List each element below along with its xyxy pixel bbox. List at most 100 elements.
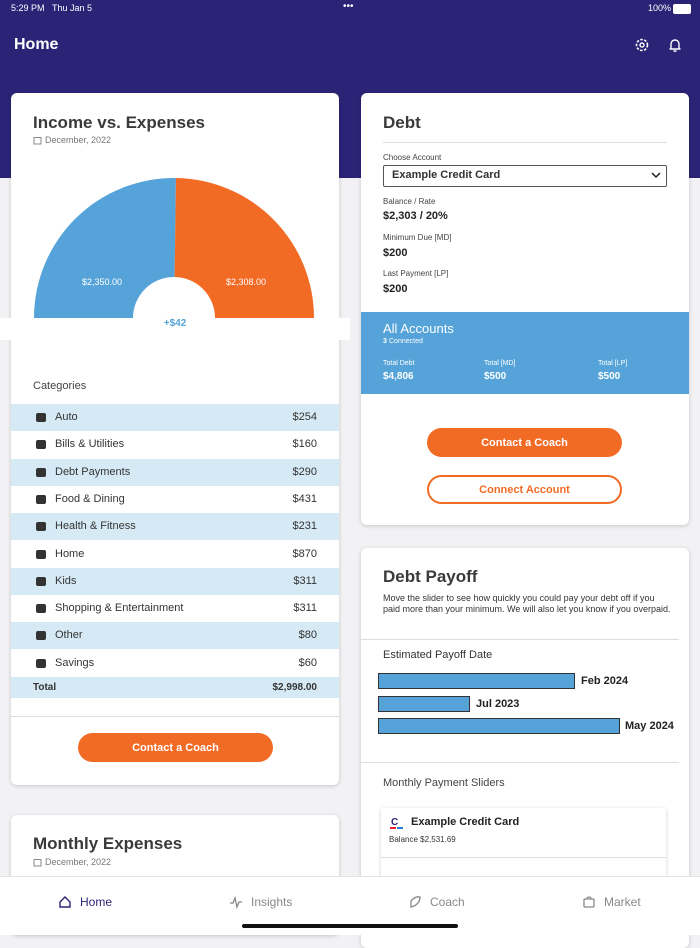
category-icon: [36, 494, 46, 504]
account-balance: Balance $2,531.69: [389, 835, 456, 844]
contact-coach-button[interactable]: Contact a Coach: [427, 428, 622, 457]
tab-insights[interactable]: Insights: [229, 895, 292, 909]
payoff-date: May 2024: [625, 720, 674, 732]
payoff-bar: [378, 696, 470, 712]
field-label: Last Payment [LP]: [383, 269, 449, 278]
account-count: 3: [383, 338, 387, 345]
svg-text:C: C: [391, 817, 398, 828]
notification-icon[interactable]: [667, 37, 683, 53]
all-accounts-title: All Accounts: [383, 321, 454, 336]
tab-coach[interactable]: Coach: [408, 895, 465, 909]
chart-segment: [34, 178, 176, 318]
category-amount: $80: [298, 629, 317, 642]
field-label: Minimum Due [MD]: [383, 233, 452, 242]
total-label: Total [LP]: [598, 360, 628, 367]
card-date: December, 2022: [45, 135, 112, 145]
card-date: December, 2022: [45, 857, 112, 867]
category-name: Debt Payments: [55, 465, 131, 478]
category-name: Other: [55, 629, 83, 642]
payoff-bar: [378, 718, 620, 734]
account-count-label: Connected: [389, 338, 423, 345]
segment-label: $2,308.00: [226, 277, 266, 287]
category-amount: $431: [292, 492, 317, 505]
card-title: Monthly Expenses: [33, 834, 183, 853]
category-row: [11, 595, 339, 623]
category-amount: $231: [292, 520, 317, 533]
divider: [361, 762, 679, 763]
all-accounts-panel: [361, 312, 689, 394]
contact-coach-button[interactable]: Contact a Coach: [78, 733, 273, 762]
card-title: Debt: [383, 113, 421, 132]
category-icon: [36, 576, 46, 586]
home-indicator: [242, 924, 458, 928]
chart-segment: [174, 178, 314, 318]
status-dots: •••: [343, 1, 354, 12]
category-icon: [36, 413, 46, 422]
settings-icon[interactable]: [634, 37, 650, 53]
calendar-icon: [33, 859, 42, 867]
category-row: [11, 404, 339, 431]
category-amount: $160: [292, 438, 317, 451]
coach-icon: [410, 896, 421, 908]
divider: [361, 639, 679, 640]
total-amount: $2,998.00: [272, 682, 318, 693]
category-icon: [36, 631, 46, 641]
total-value: $500: [484, 371, 507, 382]
category-row: [11, 540, 339, 568]
category-row: [11, 622, 339, 650]
category-name: Home: [55, 547, 85, 560]
field-label: Choose Account: [383, 153, 442, 162]
category-name: Savings: [55, 656, 95, 669]
category-amount: $870: [292, 547, 317, 560]
tab-home[interactable]: Home: [58, 895, 112, 909]
categories-label: Categories: [33, 380, 87, 392]
tab-label[interactable]: Home: [80, 895, 113, 909]
account-select[interactable]: [383, 165, 667, 187]
section-label: Monthly Payment Sliders: [383, 777, 505, 789]
insights-icon: [230, 895, 242, 909]
category-icon: [36, 522, 46, 532]
status-date: Thu Jan 5: [52, 3, 93, 13]
payoff-date: Feb 2024: [581, 675, 629, 687]
payoff-bar: [378, 673, 575, 689]
net-label: +$42: [164, 318, 187, 329]
field-label: Balance / Rate: [383, 197, 436, 206]
account-name: Example Credit Card: [411, 816, 520, 828]
market-icon: [583, 896, 595, 908]
status-time: 5:29 PM: [11, 3, 45, 13]
tab-market[interactable]: Market: [582, 895, 641, 909]
category-amount: $311: [293, 574, 317, 587]
tab-label[interactable]: Insights: [251, 895, 293, 909]
header-title: Home: [14, 36, 59, 53]
field-value: $2,303 / 20%: [383, 210, 448, 222]
category-icon: [36, 549, 46, 559]
battery-icon: [673, 4, 691, 14]
category-name: Kids: [55, 574, 77, 587]
account-select-value[interactable]: Example Credit Card: [392, 169, 501, 181]
chevron-icon: [651, 172, 661, 179]
divider: [11, 716, 339, 717]
category-row: [11, 431, 339, 459]
account-logo: C: [390, 817, 403, 829]
divider: [381, 857, 666, 858]
category-name: Shopping & Entertainment: [55, 602, 184, 615]
category-icon: [36, 658, 46, 668]
category-icon: [36, 604, 46, 614]
tab-label[interactable]: Coach: [430, 895, 465, 909]
category-name: Auto: [55, 411, 78, 423]
section-label: Estimated Payoff Date: [383, 649, 493, 661]
field-value: $200: [383, 283, 408, 295]
category-icon: [36, 440, 46, 450]
category-amount: $254: [292, 411, 317, 423]
card-title: Debt Payoff: [383, 567, 478, 586]
category-amount: $290: [292, 465, 317, 478]
category-row: [11, 567, 339, 595]
category-row: [11, 513, 339, 541]
tab-label[interactable]: Market: [604, 895, 641, 909]
category-row: [11, 485, 339, 513]
total-value: $4,806: [383, 371, 414, 382]
chart-mask: [0, 318, 350, 340]
connect-account-button[interactable]: Connect Account: [427, 475, 622, 504]
